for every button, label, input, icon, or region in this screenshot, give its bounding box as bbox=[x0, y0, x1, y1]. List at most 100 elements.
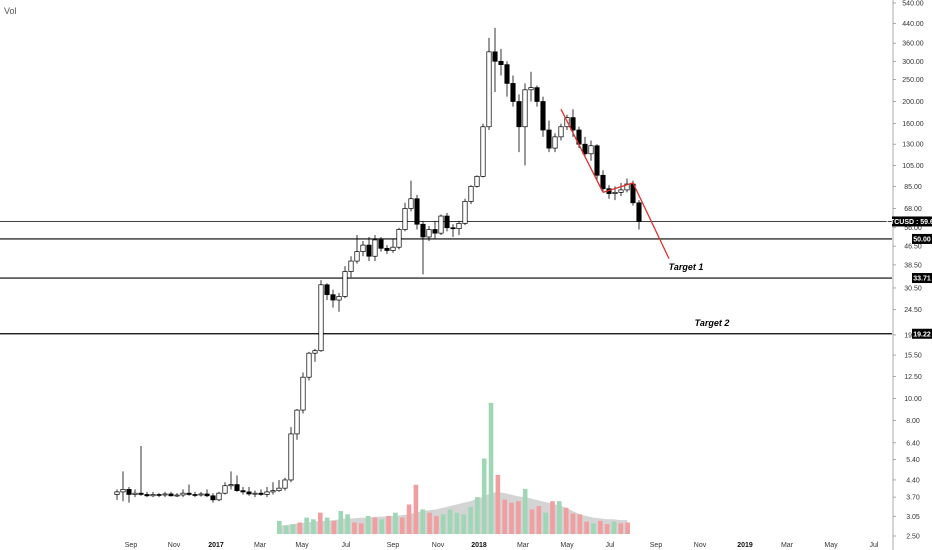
candle-body bbox=[222, 485, 228, 494]
candle-body bbox=[282, 479, 288, 489]
candle-body bbox=[180, 492, 186, 496]
time-tick-label: Sep bbox=[650, 542, 663, 549]
volume-bar bbox=[604, 524, 610, 534]
candle-body bbox=[510, 83, 516, 102]
volume-indicator-label[interactable]: Vol bbox=[4, 6, 17, 16]
candle-body bbox=[528, 87, 534, 91]
candle-body bbox=[168, 493, 174, 497]
candle-body bbox=[552, 136, 558, 149]
volume-bar bbox=[550, 501, 555, 534]
volume-bar bbox=[440, 514, 446, 534]
volume-bar bbox=[529, 509, 535, 534]
price-tick-label: 200.00 bbox=[902, 99, 924, 106]
volume-bar bbox=[379, 519, 385, 534]
time-tick-label: Sep bbox=[387, 542, 400, 549]
volume-bar bbox=[557, 501, 562, 534]
volume-bar bbox=[598, 520, 603, 534]
candle-body bbox=[246, 491, 252, 495]
price-tick-label: 30.50 bbox=[904, 285, 922, 292]
price-tick-label: 3.70 bbox=[906, 495, 920, 502]
trend-lines-layer bbox=[560, 108, 670, 259]
volume-bar bbox=[577, 514, 583, 534]
candle-body bbox=[360, 244, 366, 252]
candle-body bbox=[186, 492, 192, 495]
time-axis[interactable]: Sep Nov 2017 Mar May Jul Sep Nov 2018 Mar May Jul Se… bbox=[125, 542, 879, 549]
volume-bar bbox=[297, 522, 303, 534]
volume-bar bbox=[413, 484, 419, 534]
target-label: Target 1 bbox=[669, 262, 704, 272]
candle-body bbox=[342, 271, 348, 297]
volume-bar bbox=[454, 512, 460, 534]
candle-body bbox=[150, 494, 156, 497]
time-tick-label: Nov bbox=[168, 542, 181, 549]
volume-bar bbox=[358, 523, 364, 534]
volume-bar bbox=[311, 519, 316, 534]
time-tick-label: Jul bbox=[606, 542, 615, 549]
volume-bar bbox=[352, 522, 357, 534]
candle-body bbox=[624, 183, 630, 191]
candle-body bbox=[144, 494, 150, 497]
volume-bar bbox=[324, 517, 330, 534]
price-tick-label: 15.50 bbox=[904, 353, 922, 360]
candle-body bbox=[132, 492, 138, 495]
price-tick-label: 130.00 bbox=[902, 142, 924, 149]
volume-bar bbox=[304, 517, 309, 534]
time-tick-label: Jul bbox=[870, 542, 879, 549]
price-tick-label: 56.00 bbox=[904, 225, 922, 232]
candle-body bbox=[516, 101, 522, 128]
level-lines-layer bbox=[0, 221, 892, 335]
target-label: Target 2 bbox=[695, 318, 730, 328]
price-tag-bg bbox=[892, 216, 932, 227]
volume-bar bbox=[522, 488, 528, 534]
candle-body bbox=[438, 215, 444, 234]
price-tag-bg bbox=[912, 233, 932, 244]
price-tick-label: 68.00 bbox=[904, 206, 922, 213]
volume-bar bbox=[283, 525, 289, 534]
candle-body bbox=[594, 145, 600, 176]
candle-body bbox=[402, 208, 408, 230]
candle-body bbox=[450, 227, 456, 230]
volume-bar bbox=[345, 514, 350, 534]
candle-body bbox=[258, 492, 264, 495]
candle-body bbox=[204, 493, 210, 497]
candle-body bbox=[396, 229, 402, 248]
candle-body bbox=[294, 409, 300, 435]
candle-body bbox=[636, 202, 642, 222]
volume-bar bbox=[611, 521, 617, 534]
time-tick-label: Jul bbox=[342, 542, 351, 549]
price-tick-label: 250.00 bbox=[902, 77, 924, 84]
volume-bar bbox=[338, 511, 344, 534]
volume-bar bbox=[591, 523, 596, 534]
candle-body bbox=[288, 433, 294, 481]
price-tick-label: 105.00 bbox=[902, 163, 924, 170]
candle-body bbox=[366, 244, 372, 257]
candle-body bbox=[372, 239, 378, 257]
candle-body bbox=[126, 489, 132, 495]
candle-body bbox=[432, 229, 438, 234]
volume-bar bbox=[543, 512, 548, 534]
candle-body bbox=[318, 284, 324, 352]
price-axis[interactable]: 540.00 440.00 360.00 300.00 250.00 200.00 160.… bbox=[886, 0, 932, 550]
candle-body bbox=[408, 198, 414, 209]
candle-body bbox=[240, 490, 246, 493]
candle-body bbox=[162, 493, 168, 496]
volume-bar bbox=[406, 504, 412, 534]
price-tick-label: 5.40 bbox=[906, 457, 920, 464]
time-tick-label: Sep bbox=[125, 542, 138, 549]
volume-layer bbox=[277, 402, 630, 534]
candle-body bbox=[138, 492, 144, 495]
candle-body bbox=[570, 117, 576, 131]
candle-body bbox=[270, 490, 276, 493]
candle-body bbox=[156, 494, 162, 496]
candle-body bbox=[492, 51, 498, 62]
volume-bar bbox=[584, 521, 589, 534]
price-tick-label: 360.00 bbox=[902, 41, 924, 48]
price-tick-label: 10.00 bbox=[904, 396, 922, 403]
volume-bar bbox=[516, 501, 521, 534]
candle-body bbox=[612, 191, 618, 194]
volume-bar bbox=[536, 506, 542, 534]
volume-bar bbox=[475, 497, 480, 534]
time-tick-label: Mar bbox=[781, 542, 794, 549]
volume-bar bbox=[317, 512, 323, 534]
